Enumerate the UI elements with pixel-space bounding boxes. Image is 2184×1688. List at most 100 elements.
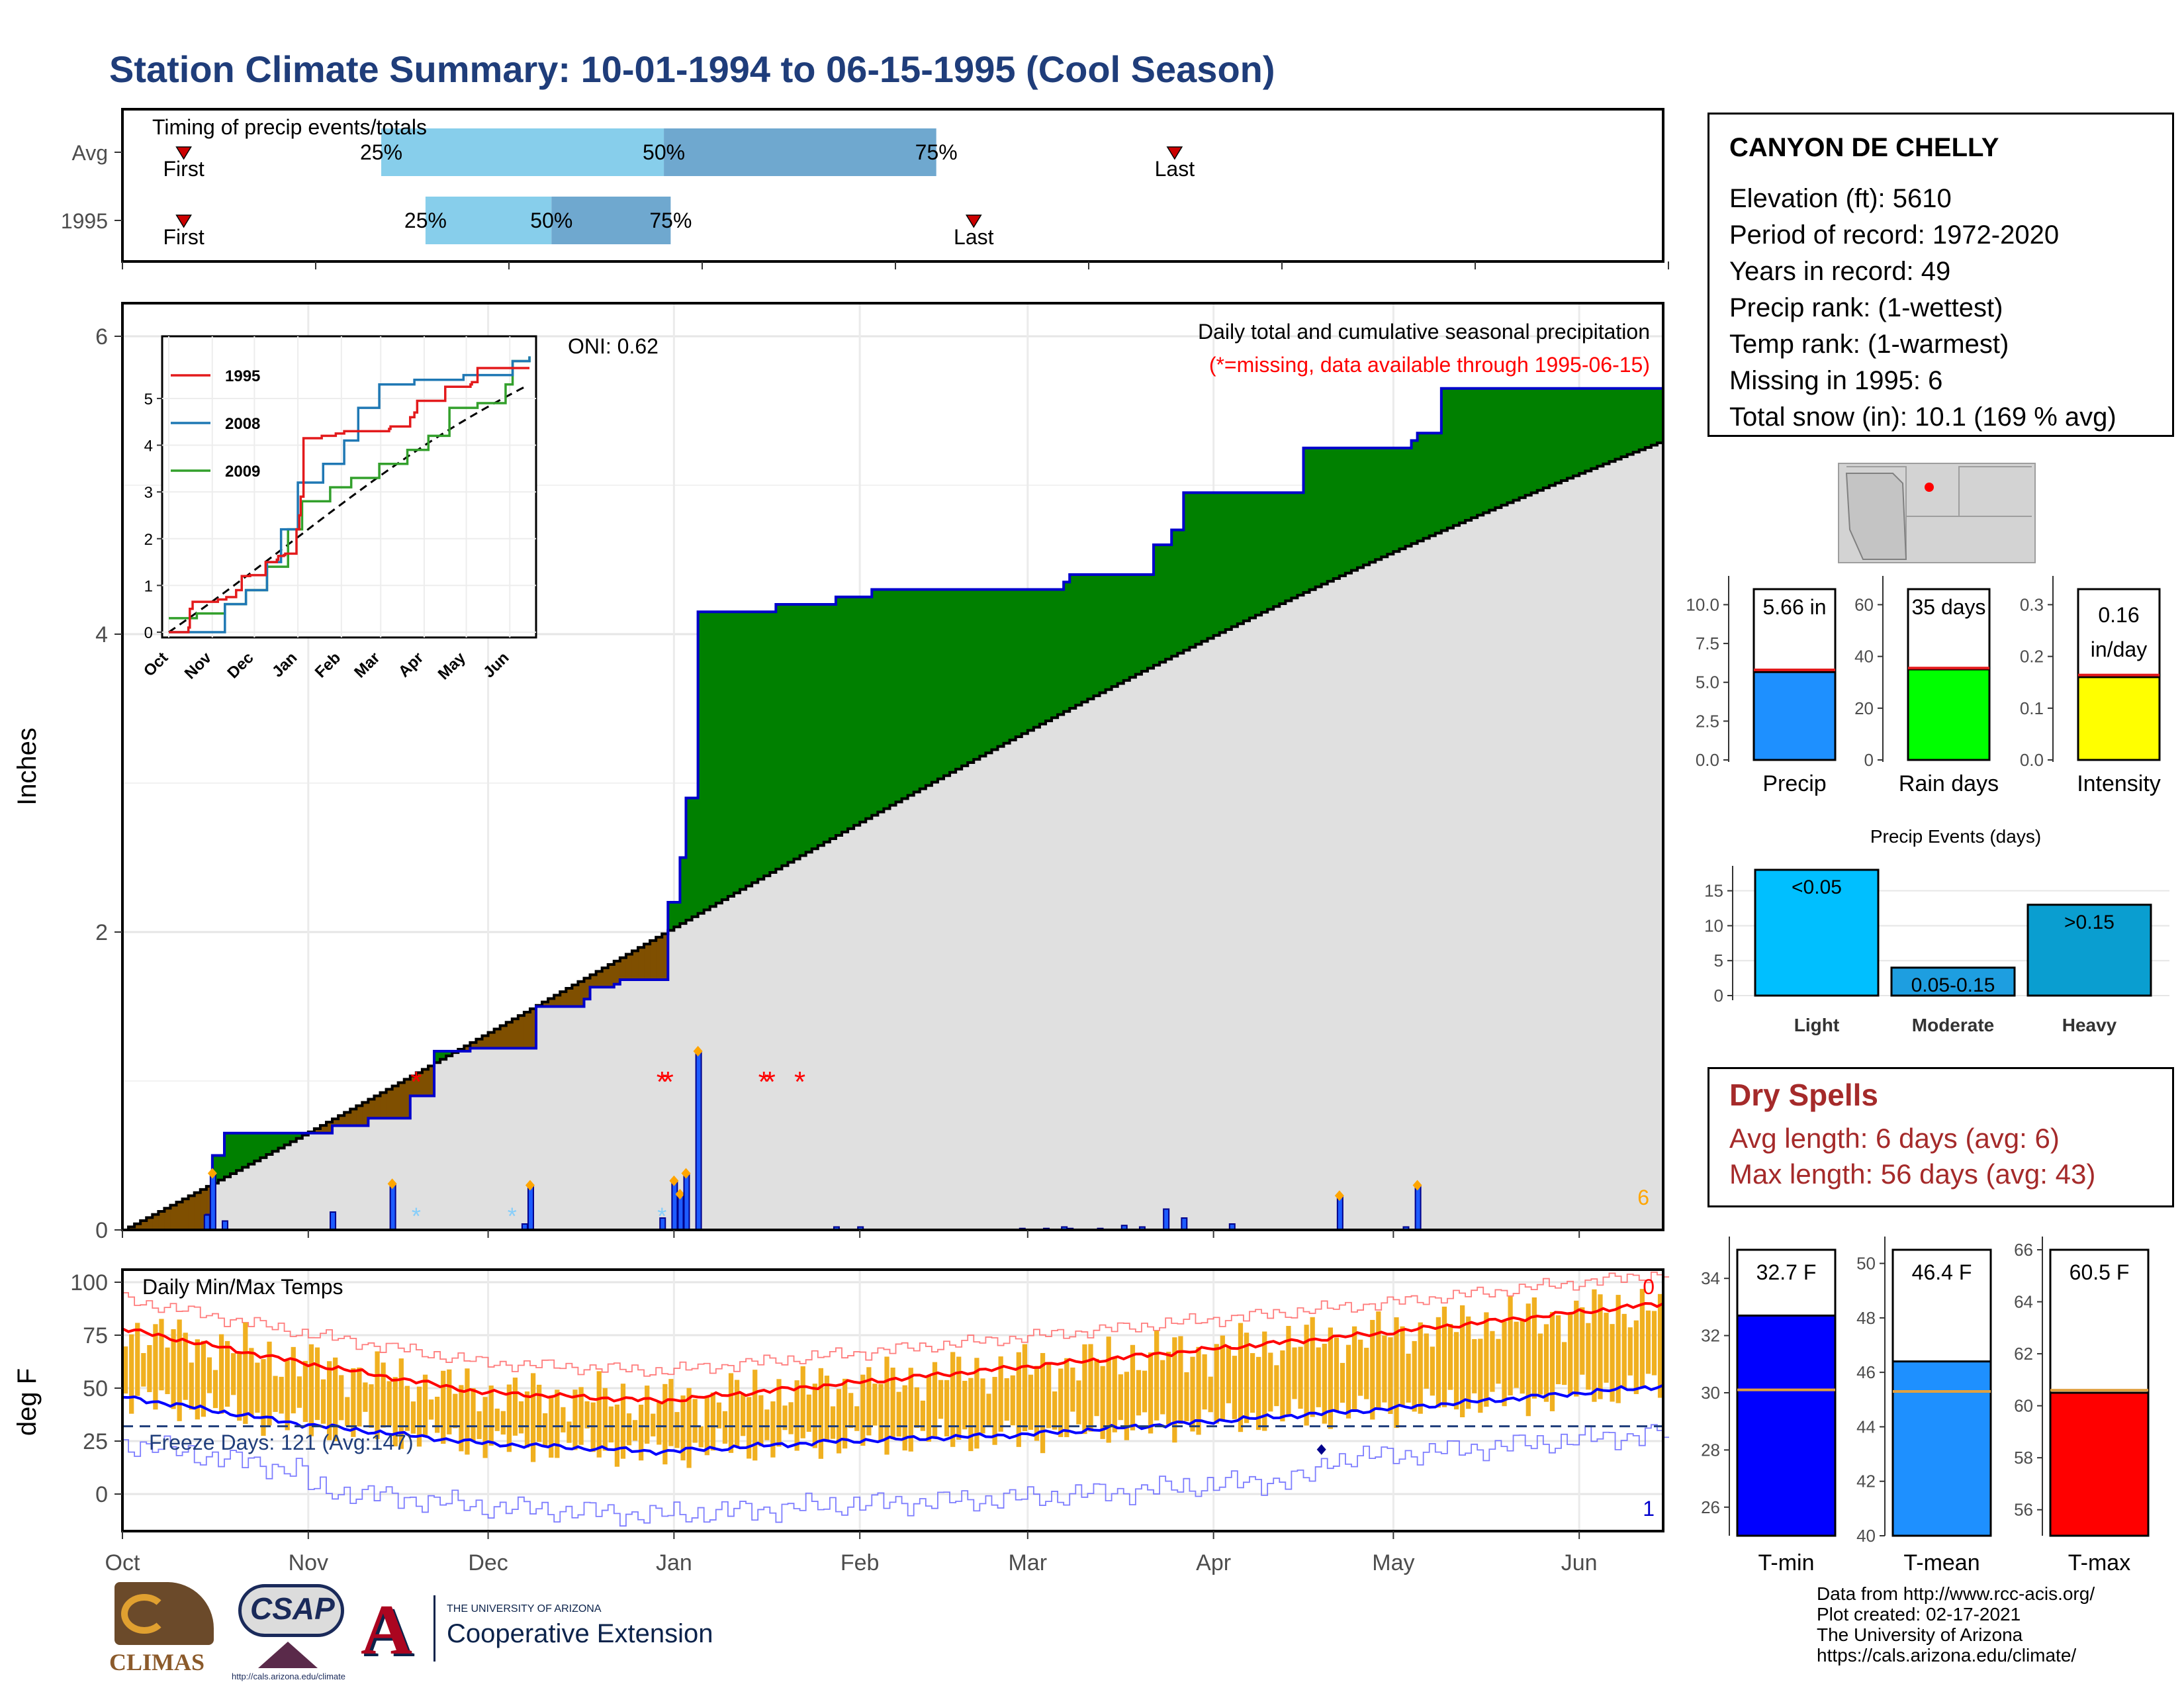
csap-cloud-shape [238, 1584, 344, 1637]
wet-surplus-area [1297, 492, 1304, 596]
wet-surplus-area [668, 902, 674, 931]
daily-temp-range-bar [980, 1378, 985, 1434]
dry-deficit-area [644, 944, 651, 980]
daily-temp-range-bar [1388, 1337, 1393, 1414]
summary-value-2: 0.16 [2098, 603, 2139, 627]
dry-deficit-area [368, 1099, 375, 1119]
wet-surplus-area [1255, 492, 1262, 616]
wet-surplus-area [1621, 388, 1628, 457]
temp-summary-label-2: T-max [2068, 1550, 2130, 1575]
wet-surplus-area [1417, 433, 1424, 541]
daily-temp-range-bar [218, 1334, 224, 1414]
dry-deficit-area [566, 988, 572, 1007]
wet-surplus-area [1058, 589, 1064, 715]
daily-temp-range-bar [1598, 1294, 1603, 1399]
wet-surplus-area [799, 604, 807, 856]
wet-surplus-area [1639, 388, 1646, 450]
daily-temp-range-bar [392, 1377, 398, 1446]
wet-surplus-area [854, 596, 860, 825]
ua-logo-small-text: THE UNIVERSITY OF ARIZONA [447, 1603, 602, 1615]
daily-temp-range-bar [1040, 1352, 1046, 1454]
missing-day-marker: * [410, 1066, 422, 1098]
wet-surplus-area [937, 589, 944, 779]
ua-logo-divider [433, 1595, 435, 1662]
daily-temp-range-bar [1441, 1306, 1447, 1407]
daily-temp-range-bar [549, 1397, 554, 1458]
summary-label-0: Precip [1762, 771, 1826, 796]
daily-temp-range-bar [728, 1373, 734, 1453]
daily-temp-range-bar [1010, 1375, 1015, 1426]
wet-surplus-area [1429, 433, 1436, 536]
dry-deficit-area [404, 1079, 411, 1119]
wet-surplus-area [746, 612, 752, 886]
dry-deficit-area [554, 995, 561, 1007]
dry-deficit-area [523, 1011, 531, 1049]
daily-temp-range-bar [824, 1376, 830, 1442]
wet-surplus-area [1177, 530, 1184, 653]
daily-precip-bar [677, 1194, 684, 1231]
events-title: Precip Events (days) [1870, 826, 2041, 847]
daily-temp-range-bar [1274, 1365, 1279, 1407]
precip-y-tick-label: 4 [95, 622, 108, 647]
dry-deficit-area [362, 1102, 369, 1126]
temp-y-tick-label: 25 [83, 1429, 108, 1454]
wet-surplus-area [1555, 388, 1562, 483]
timing-bar-late-1 [551, 197, 671, 244]
dry-deficit-area [542, 1002, 549, 1007]
daily-temp-range-bar [776, 1379, 782, 1447]
inset-y-tick-label: 2 [144, 531, 153, 549]
daily-temp-range-bar [1394, 1317, 1399, 1429]
station-temp-rank: Temp rank: (1-warmest) [1729, 330, 2009, 359]
wet-surplus-area [1651, 388, 1658, 445]
precip-y-axis-label: Inches [13, 727, 42, 806]
temp-y-tick-label: 75 [83, 1323, 108, 1348]
daily-temp-range-bar [237, 1352, 242, 1421]
daily-temp-range-bar [1238, 1323, 1244, 1432]
temp-summary-y-tick-label: 48 [1856, 1308, 1876, 1328]
daily-temp-range-bar [962, 1380, 968, 1430]
daily-temp-range-bar [956, 1356, 962, 1440]
summary-y-tick-label: 5.0 [1696, 673, 1719, 692]
daily-temp-range-bar [908, 1368, 913, 1452]
daily-temp-range-bar [1202, 1354, 1207, 1410]
events-category-2: Heavy [2062, 1015, 2117, 1035]
dry-deficit-area [398, 1082, 405, 1119]
daily-temp-range-bar [195, 1339, 200, 1420]
snow-day-marker: * [412, 1203, 421, 1230]
month-label-May: May [1372, 1550, 1414, 1575]
daily-temp-range-bar [1226, 1346, 1231, 1403]
wet-surplus-area [1279, 492, 1286, 604]
inset-legend-label-1995: 1995 [225, 367, 260, 385]
wet-surplus-area [823, 604, 831, 843]
summary-y-tick-label: 60 [1854, 594, 1874, 614]
daily-temp-range-bar [878, 1383, 884, 1441]
temp-summary-y-tick-label: 44 [1856, 1417, 1876, 1436]
wet-surplus-area [866, 596, 872, 819]
wet-surplus-area [704, 612, 711, 910]
daily-temp-range-bar [1615, 1295, 1621, 1403]
daily-temp-range-bar [1453, 1332, 1459, 1410]
wet-surplus-area [1052, 589, 1058, 718]
daily-temp-range-bar [812, 1383, 817, 1448]
daily-temp-range-bar [261, 1359, 266, 1436]
daily-temp-range-bar [1310, 1317, 1315, 1417]
daily-temp-range-bar [896, 1391, 901, 1437]
timing-last-label-0: Last [1155, 157, 1195, 181]
ua-logo-big-text: Cooperative Extension [447, 1619, 713, 1648]
heavy-event-marker [669, 1175, 679, 1186]
missing-day-marker: * [662, 1066, 674, 1098]
missing-day-marker: * [657, 1066, 668, 1098]
daily-temp-range-bar [608, 1406, 614, 1443]
timing-q25-label-0: 25% [360, 140, 402, 164]
daily-precip-bar [695, 1051, 702, 1231]
daily-temp-range-bar [1148, 1352, 1154, 1434]
daily-temp-range-bar [273, 1376, 278, 1412]
daily-temp-range-bar [1178, 1336, 1183, 1424]
wet-surplus-area [1489, 388, 1496, 510]
station-period: Period of record: 1972-2020 [1729, 220, 2060, 250]
daily-temp-range-bar [1088, 1344, 1093, 1432]
daily-precip-bar [527, 1184, 534, 1231]
wet-surplus-area [260, 1133, 267, 1158]
temp-summary-value-1: 46.4 F [1912, 1260, 1972, 1284]
temp-y-tick-label: 100 [70, 1270, 108, 1295]
